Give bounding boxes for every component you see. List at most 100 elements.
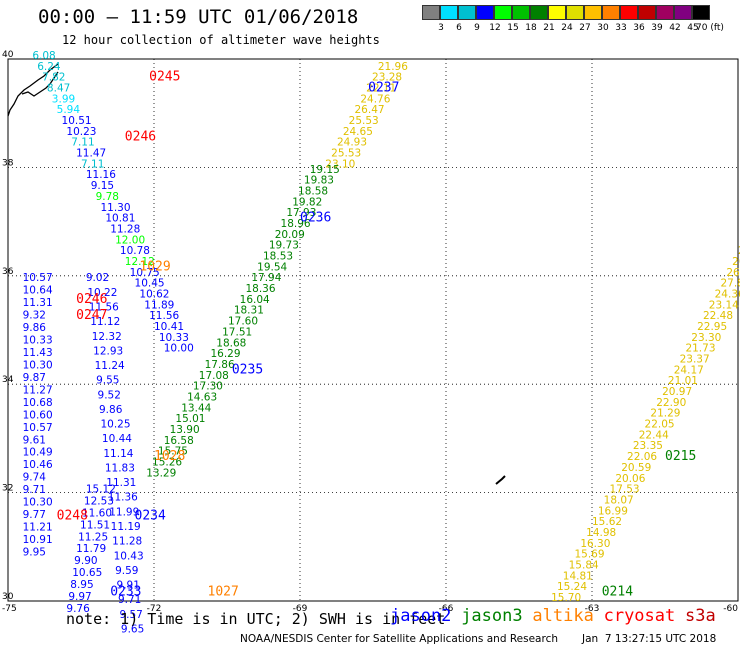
wave-height-value: 9.74 xyxy=(23,472,47,484)
scale-label: 3 xyxy=(438,23,444,33)
wave-height-value: 7.82 xyxy=(42,72,65,84)
wave-height-value: 18.53 xyxy=(263,251,293,263)
scale-label: 15 xyxy=(507,23,519,33)
pass-labels: 0245024610290246024702480237023602350234… xyxy=(57,70,697,600)
wave-height-value: 17.94 xyxy=(251,272,281,284)
pass-label: 0234 xyxy=(135,509,166,524)
y-tick-label: 32 xyxy=(2,484,13,494)
wave-height-value: 15.75 xyxy=(158,446,188,458)
scale-swatch xyxy=(620,5,638,20)
scale-swatch xyxy=(530,5,548,20)
wave-height-value: 16.58 xyxy=(164,435,194,447)
wave-height-value: 9.55 xyxy=(96,375,119,387)
wave-height-value: 18.31 xyxy=(234,305,264,317)
wave-height-value: 22.90 xyxy=(656,397,686,409)
wave-height-value: 15.01 xyxy=(175,413,205,425)
scale-label: 21 xyxy=(543,23,555,33)
wave-height-value: 8.47 xyxy=(47,83,70,95)
scale-label: 70 (ft) xyxy=(696,23,724,33)
generated-timestamp: Jan 7 13:27:15 UTC 2018 xyxy=(582,633,717,645)
wave-height-value: 13.90 xyxy=(170,424,200,436)
wave-height-value: 9.86 xyxy=(23,322,47,334)
scale-label: 30 xyxy=(597,23,609,33)
wave-height-value: 11.56 xyxy=(149,310,179,322)
wave-height-value: 25.53 xyxy=(331,148,361,160)
wave-height-value: 20.06 xyxy=(615,473,645,485)
wave-height-value: 10.65 xyxy=(72,567,102,579)
wave-height-value: 19.83 xyxy=(304,175,334,187)
wave-height-value: 24.17 xyxy=(674,364,704,376)
x-tick-label: -69 xyxy=(293,604,308,614)
wave-height-value: 12.32 xyxy=(92,331,122,343)
wave-height-value: 9.90 xyxy=(74,555,97,567)
wave-height-value: 9.78 xyxy=(96,191,119,203)
wave-height-value: 10.25 xyxy=(100,419,130,431)
wave-height-value: 13.29 xyxy=(146,467,176,479)
wave-height-value: 17.93 xyxy=(286,207,316,219)
pass-label: 0237 xyxy=(368,81,399,96)
wave-height-value: 11.14 xyxy=(103,448,133,460)
scale-label: 33 xyxy=(615,23,627,33)
wave-height-value: 10.43 xyxy=(114,550,144,562)
wave-height-value: 10.33 xyxy=(23,335,53,347)
wave-height-value: 19.54 xyxy=(257,261,287,273)
scale-swatch xyxy=(422,5,440,20)
wave-height-value: 24.65 xyxy=(343,126,373,138)
wave-height-value: 11.36 xyxy=(108,492,138,504)
scale-swatch xyxy=(584,5,602,20)
wave-height-value: 9.61 xyxy=(23,434,46,446)
wave-height-value: 26 xyxy=(732,256,740,268)
wave-height-value: 9.65 xyxy=(121,623,144,635)
map-title: 00:00 — 11:59 UTC 01/06/2018 xyxy=(38,6,359,28)
wave-height-value: 15.12 xyxy=(86,484,116,496)
wave-height-value: 11.31 xyxy=(23,297,53,309)
coastline-path xyxy=(7,63,59,117)
wave-height-value: 9.57 xyxy=(119,609,142,621)
scale-label: 6 xyxy=(456,23,462,33)
wave-height-value: 10.78 xyxy=(120,245,150,257)
pass-label: 0246 xyxy=(125,129,156,144)
legend-jason2: jason2 xyxy=(390,606,452,626)
wave-height-value: 17.53 xyxy=(610,484,640,496)
wave-height-value: 15.69 xyxy=(574,549,604,561)
wave-height-value: 23.14 xyxy=(709,299,739,311)
wave-height-value: 9.95 xyxy=(23,546,46,558)
legend-s3a: s3a xyxy=(685,606,716,626)
wave-height-value: 22.05 xyxy=(645,419,675,431)
pass-label: 1029 xyxy=(139,259,170,274)
wave-height-value: 18.68 xyxy=(216,337,246,349)
wave-height-value: 10.64 xyxy=(23,285,53,297)
wave-height-value: 19.73 xyxy=(269,240,299,252)
wave-height-value: 5.94 xyxy=(57,104,81,116)
wave-height-value: 6.24 xyxy=(37,61,61,73)
wave-height-value: 9.86 xyxy=(99,404,123,416)
wave-height-value: 22.48 xyxy=(703,310,733,322)
wave-height-value: 11.28 xyxy=(110,223,140,235)
wave-height-value: 11.24 xyxy=(95,360,125,372)
wave-height-value: 23.30 xyxy=(691,332,721,344)
pass-label: 0246 xyxy=(76,292,107,307)
wave-height-value: 10.00 xyxy=(164,343,194,355)
pass-label: 0233 xyxy=(110,585,141,600)
scale-label: 42 xyxy=(669,23,681,33)
wave-height-value: 23.28 xyxy=(372,72,402,84)
wave-height-value: 11.83 xyxy=(105,462,135,474)
scale-swatch xyxy=(548,5,566,20)
scale-label: 24 xyxy=(561,23,573,33)
wave-height-value: 11.99 xyxy=(109,506,139,518)
lat-lon-grid xyxy=(8,59,738,601)
wave-height-value: 11.47 xyxy=(76,148,106,160)
wave-height-value: 17.08 xyxy=(199,370,229,382)
wave-height-value: 23.35 xyxy=(633,440,663,452)
x-tick-label: -63 xyxy=(585,604,600,614)
wave-height-value: 20.59 xyxy=(621,462,651,474)
axis-tick-labels: -75 -72 -69 -66 -63 -60 40 38 36 34 32 30 xyxy=(2,50,738,614)
wave-height-value: 22.11 xyxy=(366,83,396,95)
wave-height-value: 21.29 xyxy=(650,408,680,420)
scale-label: 12 xyxy=(489,23,501,33)
wave-height-value: 9.02 xyxy=(86,272,109,284)
pass-label: 0215 xyxy=(665,449,696,464)
wave-height-value: 10.46 xyxy=(23,459,53,471)
wave-height-value: 9.15 xyxy=(91,180,114,192)
scale-swatch xyxy=(512,5,530,20)
